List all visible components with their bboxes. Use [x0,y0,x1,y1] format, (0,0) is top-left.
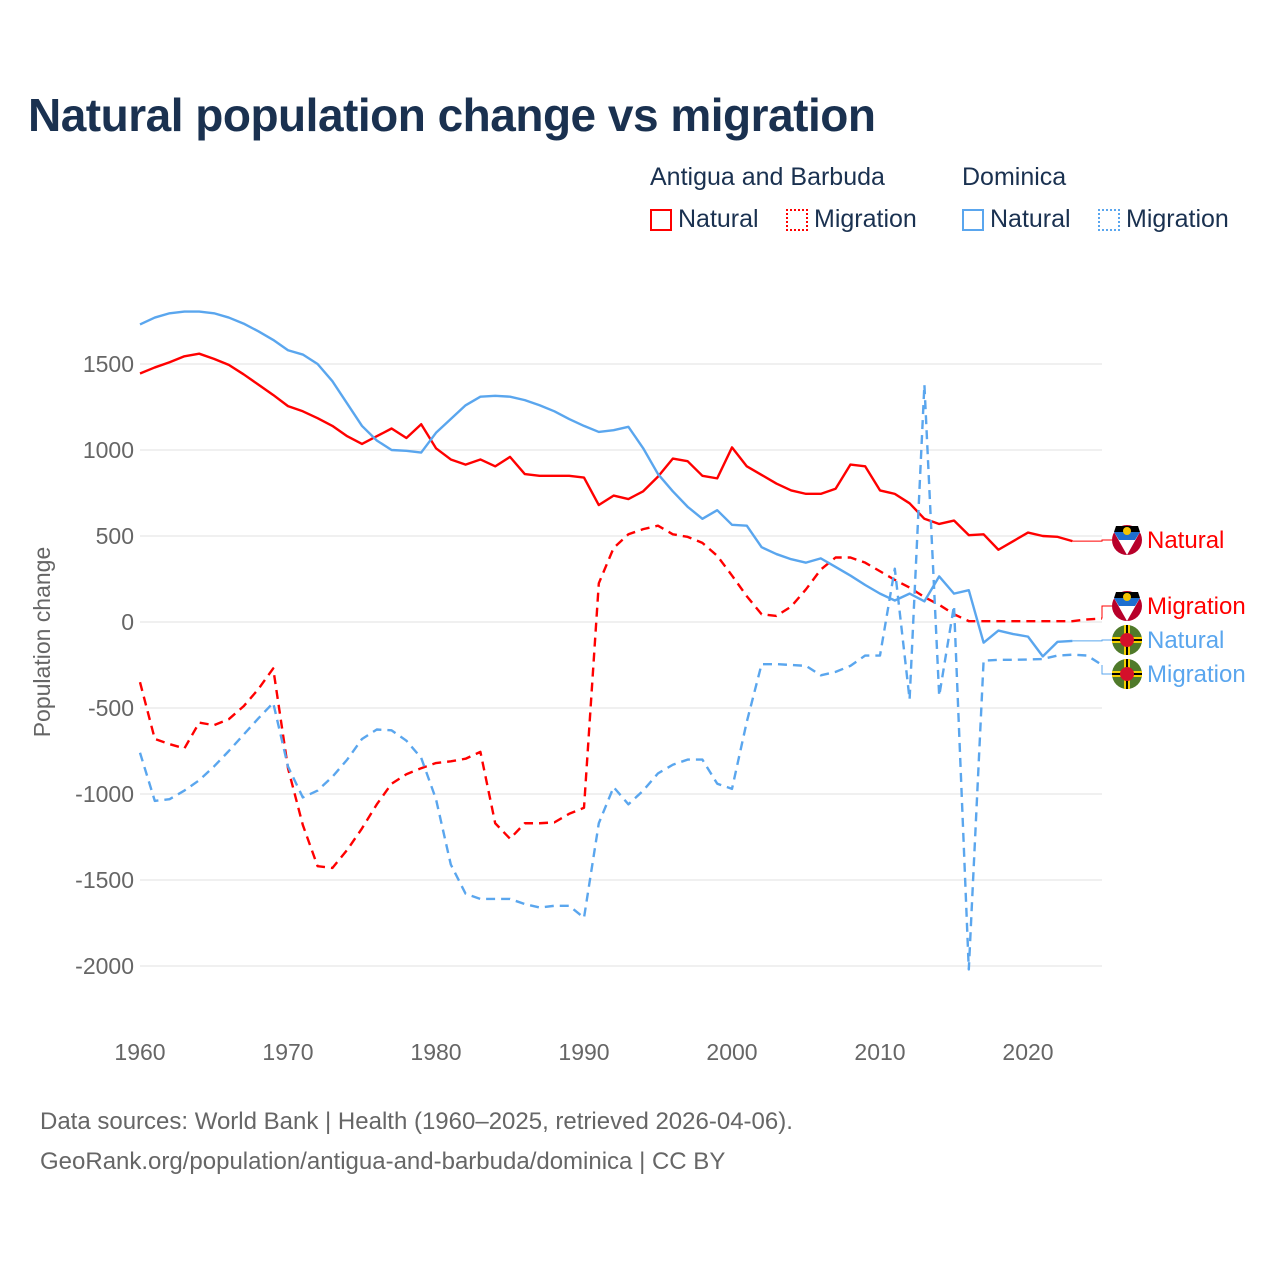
y-axis-label: Population change [29,547,55,738]
y-tick-label: -2000 [75,953,134,979]
x-tick-label: 1970 [262,1039,313,1065]
y-tick-label: 500 [96,523,134,549]
x-tick-label: 2000 [706,1039,757,1065]
y-tick-label: -500 [88,695,134,721]
chart-title: Natural population change vs migration [28,89,876,141]
end-label: Migration [1147,661,1246,688]
dotted-swatch-icon [786,208,808,231]
solid-swatch-icon [962,208,984,231]
legend-group-antigua: Antigua and Barbuda [650,163,885,191]
series-line-antigua-and-barbuda-natural [139,352,1073,551]
end-connector [1072,539,1112,542]
end-label: Natural [1147,527,1224,554]
end-connector [1101,605,1112,619]
source-line-2[interactable]: GeoRank.org/population/antigua-and-barbu… [40,1148,726,1175]
end-label: Natural [1147,627,1224,654]
legend-label: Migration [1126,205,1229,233]
dominica-flag-icon [1112,659,1142,689]
end-connector [1072,639,1112,642]
y-tick-label: 1000 [83,437,134,463]
x-tick-label: 2020 [1002,1039,1053,1065]
legend-label: Natural [990,205,1071,233]
antigua-flag-icon [1112,525,1142,555]
x-tick-label: 2010 [854,1039,905,1065]
y-tick-label: 1500 [83,351,134,377]
legend-antigua-migration[interactable]: Migration [786,205,917,234]
legend-dominica-migration[interactable]: Migration [1098,205,1229,234]
y-tick-label: -1000 [75,781,134,807]
legend-group-dominica: Dominica [962,163,1067,191]
series-line-antigua-and-barbuda-migration [138,524,1103,870]
end-label: Migration [1147,593,1246,620]
y-tick-label: 0 [121,609,134,635]
series-line-dominica-natural [139,310,1073,658]
legend-antigua-natural[interactable]: Natural [650,205,759,234]
legend-dominica-natural[interactable]: Natural [962,205,1071,234]
antigua-flag-icon [1112,591,1142,621]
legend-label: Natural [678,205,759,233]
x-tick-label: 1960 [114,1039,165,1065]
x-tick-label: 1980 [410,1039,461,1065]
y-tick-label: -1500 [75,867,134,893]
dominica-flag-icon [1112,625,1142,655]
series-line-dominica-migration [138,383,1103,971]
x-tick-label: 1990 [558,1039,609,1065]
legend-label: Migration [814,205,917,233]
end-connector [1101,665,1112,675]
source-line-1: Data sources: World Bank | Health (1960–… [40,1108,793,1135]
dotted-swatch-icon [1098,208,1120,231]
solid-swatch-icon [650,208,672,231]
